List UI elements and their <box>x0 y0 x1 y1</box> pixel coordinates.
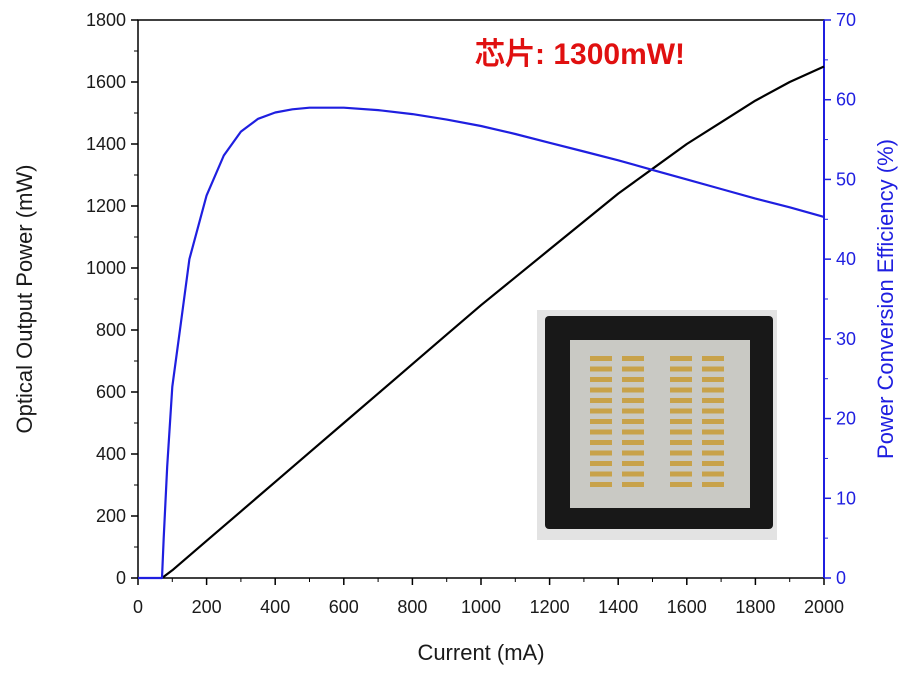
chip-pad <box>702 429 724 435</box>
chip-pad <box>590 440 612 445</box>
x-tick-label: 0 <box>133 597 143 617</box>
chip-pad <box>702 398 724 403</box>
chip-pad <box>702 356 724 361</box>
chip-pad <box>702 440 724 445</box>
chip-pad <box>622 408 644 414</box>
chip-pad <box>590 387 612 393</box>
x-tick-label: 2000 <box>804 597 844 617</box>
chip-pad <box>590 408 612 414</box>
chip-pad <box>590 450 612 456</box>
chip-pad <box>670 471 692 477</box>
chip-pad <box>590 398 612 403</box>
chip-photo <box>537 310 777 540</box>
chip-pad <box>590 419 612 424</box>
y2-tick-label: 30 <box>836 329 856 349</box>
chip-pad <box>702 482 724 487</box>
chip-pad <box>702 408 724 414</box>
x-tick-label: 1000 <box>461 597 501 617</box>
x-axis-title: Current (mA) <box>417 640 544 665</box>
y-tick-label: 1800 <box>86 10 126 30</box>
chip-pad <box>622 429 644 435</box>
y-tick-label: 400 <box>96 444 126 464</box>
chip-pad <box>590 482 612 487</box>
chip-pad <box>622 471 644 477</box>
x-tick-label: 400 <box>260 597 290 617</box>
chip-pad <box>590 461 612 466</box>
chip-pad <box>590 356 612 361</box>
y-tick-label: 200 <box>96 506 126 526</box>
chip-pad <box>622 377 644 382</box>
chip-pad <box>590 429 612 435</box>
chip-pad <box>622 461 644 466</box>
y2-tick-label: 10 <box>836 488 856 508</box>
x-tick-label: 600 <box>329 597 359 617</box>
y2-axis-title: Power Conversion Efficiency (%) <box>873 139 898 459</box>
y2-tick-label: 20 <box>836 409 856 429</box>
y-tick-label: 0 <box>116 568 126 588</box>
chip-pad <box>590 377 612 382</box>
chip-pad <box>622 482 644 487</box>
y-tick-label: 1000 <box>86 258 126 278</box>
chip-pad <box>622 366 644 372</box>
chip-pad <box>702 450 724 456</box>
chip-pad <box>670 450 692 456</box>
efficiency-line <box>138 106 825 580</box>
chip-pad <box>670 398 692 403</box>
x-tick-label: 200 <box>192 597 222 617</box>
chip-pad <box>622 398 644 403</box>
y-tick-label: 1600 <box>86 72 126 92</box>
y2-tick-label: 70 <box>836 10 856 30</box>
ticks <box>131 19 831 585</box>
chip-pad <box>622 440 644 445</box>
chip-pad <box>590 366 612 372</box>
chip-pad <box>670 366 692 372</box>
chip-pad <box>670 377 692 382</box>
chip-pad <box>670 419 692 424</box>
chip-pad <box>670 408 692 414</box>
tick-labels: 0 200 400 600 800 1000 1200 1400 1600 1800 2000020… <box>86 10 856 617</box>
chip-pad <box>702 387 724 393</box>
series <box>138 65 825 580</box>
y-tick-label: 800 <box>96 320 126 340</box>
x-tick-label: 1800 <box>735 597 775 617</box>
x-tick-label: 800 <box>397 597 427 617</box>
chip-pad <box>702 419 724 424</box>
chip-pad <box>622 356 644 361</box>
chip-pad <box>670 387 692 393</box>
chip-pad <box>702 461 724 466</box>
x-tick-label: 1400 <box>598 597 638 617</box>
chip-pad <box>702 377 724 382</box>
x-tick-label: 1200 <box>530 597 570 617</box>
y-tick-label: 1400 <box>86 134 126 154</box>
power-line <box>161 65 825 579</box>
chip-pad <box>670 440 692 445</box>
chip-pad <box>670 429 692 435</box>
y-tick-label: 1200 <box>86 196 126 216</box>
chip-pad <box>622 387 644 393</box>
chip-pad <box>622 450 644 456</box>
chip-pad <box>670 356 692 361</box>
annotation-text: 芯片: 1300mW! <box>475 38 685 71</box>
chip-pad <box>670 461 692 466</box>
y2-tick-label: 40 <box>836 249 856 269</box>
y2-tick-label: 50 <box>836 169 856 189</box>
x-tick-label: 1600 <box>667 597 707 617</box>
chip-pad <box>622 419 644 424</box>
y2-tick-label: 60 <box>836 90 856 110</box>
chip-pad <box>702 366 724 372</box>
y2-tick-label: 0 <box>836 568 846 588</box>
chip-pad <box>670 482 692 487</box>
y-axis-title: Optical Output Power (mW) <box>12 165 37 434</box>
y-tick-label: 600 <box>96 382 126 402</box>
chip-pad <box>590 471 612 477</box>
chip-pad <box>702 471 724 477</box>
